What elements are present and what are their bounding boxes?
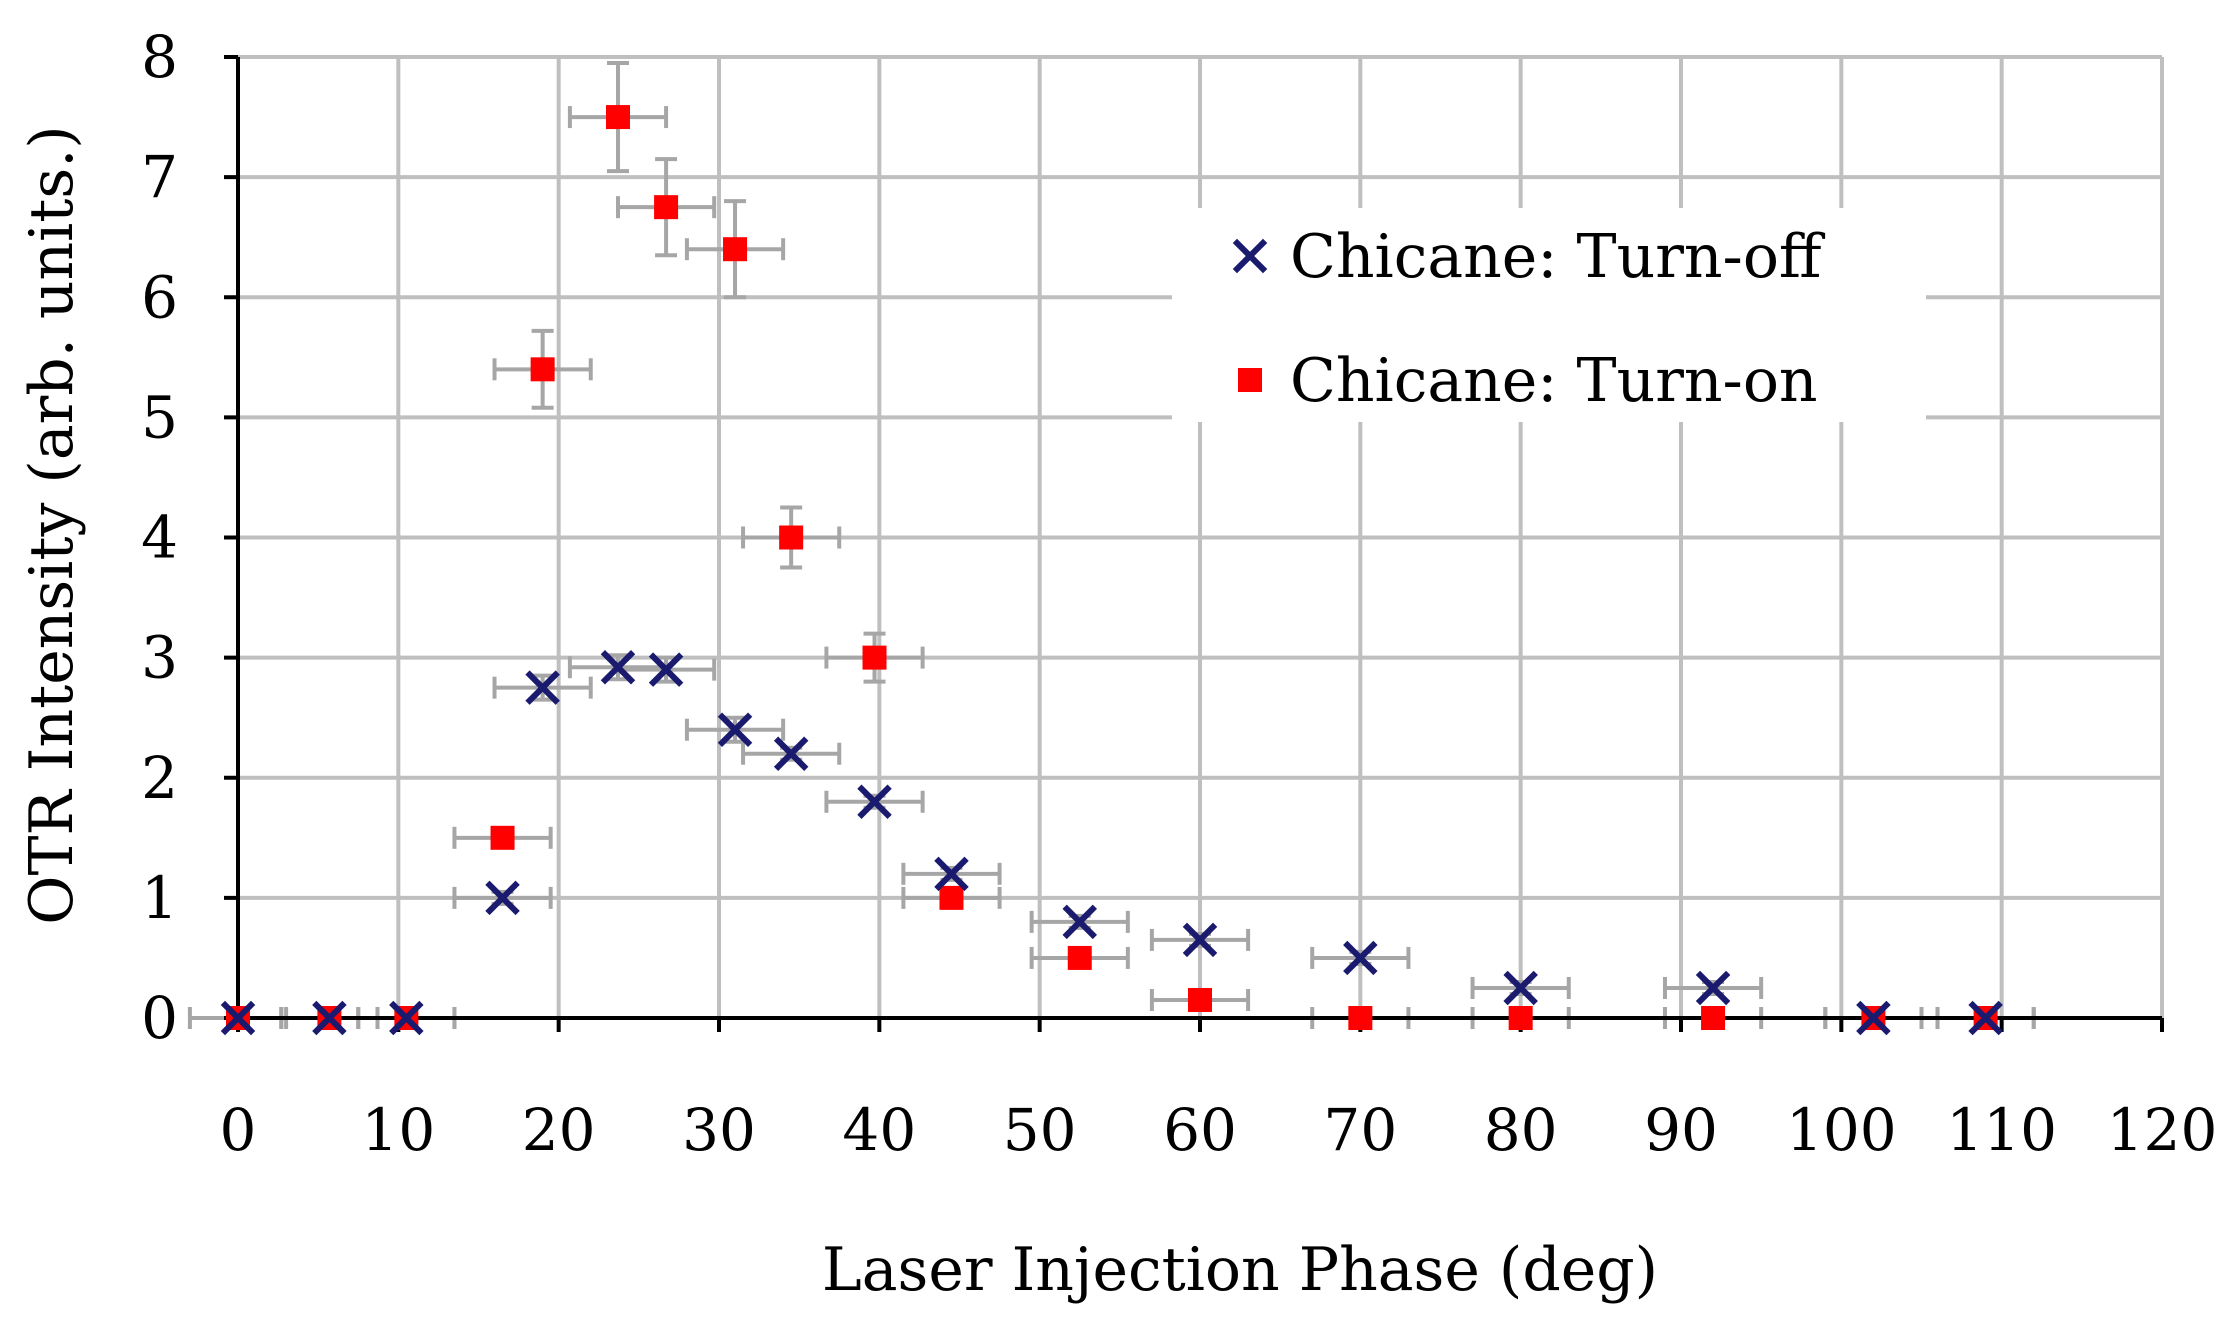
x-marker-stroke <box>1968 1000 2003 1036</box>
y-tick-label: 6 <box>141 263 178 331</box>
y-tick-label: 0 <box>141 984 178 1052</box>
turn-off-point <box>773 736 809 771</box>
x-marker-stroke <box>1232 238 1268 274</box>
y-tick-label: 2 <box>141 744 178 812</box>
x-tick-label: 90 <box>1644 1096 1718 1164</box>
x-marker-stroke <box>1062 904 1097 940</box>
x-tick-label: 100 <box>1786 1096 1897 1164</box>
x-marker-stroke <box>773 736 809 771</box>
turn-on-point <box>862 645 887 670</box>
tick-labels: 0 10 20 30 40 50 60 70 80 90 100 110 120 0 1 2 3 4 5 6 7 8 <box>141 23 2217 1164</box>
turn-off-point <box>1062 904 1097 940</box>
legend-turn-off-marker <box>1232 238 1268 274</box>
turn-off-point <box>1695 970 1731 1006</box>
x-marker-stroke <box>857 784 892 820</box>
y-tick-label: 4 <box>141 504 178 572</box>
turn-off-point <box>389 1000 424 1036</box>
turn-off-point <box>220 1000 256 1036</box>
x-axis-title: Laser Injection Phase (deg) <box>822 1235 1658 1305</box>
turn-on-point <box>605 105 630 130</box>
turn-off-point <box>1856 1000 1891 1036</box>
turn-on-point <box>1701 1006 1726 1030</box>
y-tick-label: 7 <box>141 143 178 211</box>
y-tick-label: 8 <box>141 23 178 91</box>
turn-off-point <box>525 670 560 705</box>
legend-label: Chicane: Turn-off <box>1290 222 1826 292</box>
turn-off-point <box>1503 970 1538 1006</box>
turn-off-point <box>485 880 520 916</box>
x-tick-label: 20 <box>522 1096 596 1164</box>
x-tick-label: 40 <box>842 1096 916 1164</box>
turn-on-point <box>723 237 748 262</box>
turn-on-point <box>654 195 679 220</box>
x-tick-label: 50 <box>1003 1096 1077 1164</box>
turn-on-point <box>1188 987 1212 1012</box>
x-marker-stroke <box>1343 940 1378 976</box>
x-marker-stroke <box>717 712 753 747</box>
turn-off-point <box>312 1000 347 1036</box>
turn-on-point <box>1508 1006 1533 1030</box>
x-marker-stroke <box>1503 970 1538 1006</box>
y-tick-label: 3 <box>141 624 178 692</box>
x-tick-label: 80 <box>1484 1096 1558 1164</box>
x-tick-label: 70 <box>1323 1096 1397 1164</box>
x-tick-label: 30 <box>682 1096 756 1164</box>
y-axis-title: OTR Intensity (arb. units.) <box>17 125 87 924</box>
x-tick-label: 60 <box>1163 1096 1237 1164</box>
turn-on-point <box>939 885 964 910</box>
x-marker-stroke <box>485 880 520 916</box>
turn-on-point <box>1348 1006 1373 1030</box>
x-marker-stroke <box>525 670 560 705</box>
turn-on-point <box>779 525 804 550</box>
turn-on-point <box>490 825 515 850</box>
x-tick-label: 10 <box>361 1096 435 1164</box>
turn-on-point <box>530 357 555 382</box>
x-marker-stroke <box>1182 922 1218 958</box>
x-marker-stroke <box>389 1000 424 1036</box>
x-marker-stroke <box>1695 970 1731 1006</box>
x-tick-label: 120 <box>2107 1096 2218 1164</box>
turn-off-point <box>1968 1000 2003 1036</box>
x-marker-stroke <box>648 652 684 687</box>
legend-box <box>1172 208 1926 422</box>
legend-turn-on-marker <box>1238 368 1262 392</box>
legend: Chicane: Turn-off Chicane: Turn-on <box>1172 208 1926 422</box>
turn-off-point <box>1343 940 1378 976</box>
turn-off-point <box>1182 922 1218 958</box>
turn-off-point <box>934 856 969 892</box>
legend-label: Chicane: Turn-on <box>1290 346 1818 416</box>
data-markers <box>220 105 2003 1036</box>
y-tick-label: 1 <box>141 864 178 932</box>
turn-off-point <box>648 652 684 687</box>
x-marker-stroke <box>1856 1000 1891 1036</box>
x-marker-stroke <box>934 856 969 892</box>
x-tick-label: 0 <box>220 1096 257 1164</box>
y-tick-label: 5 <box>141 383 178 451</box>
axes <box>224 55 2164 1032</box>
x-marker-stroke <box>600 649 636 685</box>
x-tick-label: 110 <box>1946 1096 2057 1164</box>
turn-on-point <box>1067 945 1092 970</box>
turn-off-point <box>717 712 753 747</box>
x-marker-stroke <box>220 1000 256 1036</box>
x-marker-stroke <box>312 1000 347 1036</box>
turn-off-point <box>600 649 636 685</box>
turn-off-point <box>857 784 892 820</box>
